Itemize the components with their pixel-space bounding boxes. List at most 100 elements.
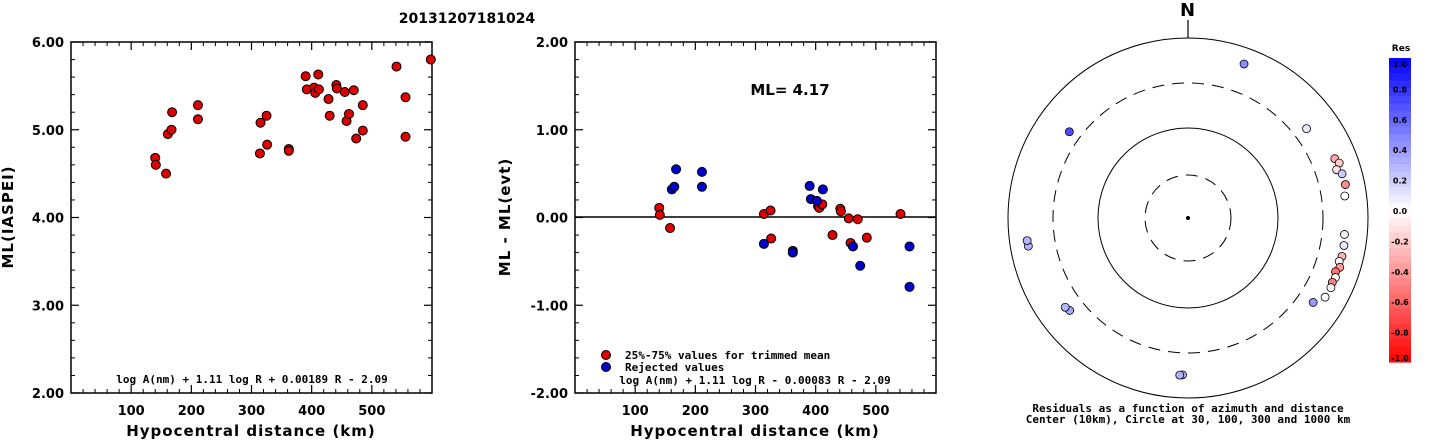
data-point xyxy=(254,148,265,159)
colorbar-cell xyxy=(1389,194,1411,203)
data-point xyxy=(758,238,769,249)
data-point xyxy=(852,214,863,225)
data-point xyxy=(261,110,272,121)
data-point xyxy=(262,139,273,150)
legend-label-trimmed: 25%-75% values for trimmed mean xyxy=(625,349,830,362)
colorbar-tick-label: -0.8 xyxy=(1391,329,1409,338)
colorbar-cell xyxy=(1389,331,1411,340)
data-point xyxy=(766,233,777,244)
colorbar-tick-label: -1.0 xyxy=(1391,354,1409,363)
x-tick-label: 300 xyxy=(742,404,769,419)
station-point xyxy=(1337,169,1347,179)
y-tick-label: 1.00 xyxy=(536,124,568,139)
data-point xyxy=(167,107,178,118)
plot-frame xyxy=(70,41,433,394)
data-points xyxy=(654,164,915,292)
colorbar-cell xyxy=(1389,149,1411,158)
colorbar-cell xyxy=(1389,346,1411,355)
station-point xyxy=(1340,191,1350,201)
colorbar-cell xyxy=(1389,118,1411,127)
data-point xyxy=(665,223,676,234)
colorbar-cell xyxy=(1389,286,1411,295)
residual-panel: 100 200 300 400 500 -2.00 -1.00 0.00 1.00 2.00 ML… xyxy=(496,36,937,440)
station-point xyxy=(1022,236,1032,246)
legend-marker-trimmed xyxy=(601,350,611,360)
colorbar-tick-label: 0.4 xyxy=(1393,146,1408,155)
data-point xyxy=(696,166,707,177)
x-tick-label: 200 xyxy=(178,404,205,419)
colorbar-tick-label: 0.0 xyxy=(1393,207,1408,216)
colorbar-cell xyxy=(1389,111,1411,120)
colorbar-cell xyxy=(1389,164,1411,173)
data-point xyxy=(255,117,266,128)
colorbar-cell xyxy=(1389,65,1411,74)
colorbar-cell xyxy=(1389,217,1411,226)
axis-ticks: 100 200 300 400 500 -2.00 -1.00 0.00 1.00 2.00 xyxy=(531,36,936,419)
data-point xyxy=(192,100,203,111)
colorbar-cell xyxy=(1389,263,1411,272)
colorbar-cell xyxy=(1389,255,1411,264)
data-point xyxy=(895,208,906,219)
colorbar-cell xyxy=(1389,278,1411,287)
data-point xyxy=(765,205,776,216)
station-point xyxy=(1239,59,1249,69)
data-point xyxy=(300,71,311,82)
colorbar-title: Res xyxy=(1392,44,1410,54)
data-point xyxy=(357,100,368,111)
ring-300km xyxy=(1052,82,1324,354)
colorbar-cell xyxy=(1389,240,1411,249)
data-point xyxy=(313,69,324,80)
colorbar-cell xyxy=(1389,179,1411,188)
data-point xyxy=(904,241,915,252)
colorbar-tick-label: 1.0 xyxy=(1393,60,1408,69)
colorbar-cell xyxy=(1389,126,1411,135)
data-point xyxy=(324,110,335,121)
y-axis-label: ML - ML(evt) xyxy=(496,158,514,276)
y-tick-label: 2.00 xyxy=(536,36,568,51)
colorbar-cell xyxy=(1389,141,1411,150)
caption-line-2: Center (10km), Circle at 30, 100, 300 an… xyxy=(1026,413,1351,426)
data-point xyxy=(861,232,872,243)
y-tick-label: -1.00 xyxy=(531,299,568,314)
data-point xyxy=(811,195,822,206)
colorbar-tick-label: 0.2 xyxy=(1393,177,1407,186)
data-point xyxy=(357,125,368,136)
colorbar-cell xyxy=(1389,270,1411,279)
data-point xyxy=(166,124,177,135)
y-tick-label: 2.00 xyxy=(32,387,64,402)
y-tick-label: 4.00 xyxy=(32,212,64,227)
station-point xyxy=(1340,230,1349,239)
colorbar-cell xyxy=(1389,96,1411,105)
data-points xyxy=(150,54,436,179)
colorbar-cell xyxy=(1389,172,1411,181)
station-point xyxy=(1339,241,1349,250)
x-tick-label: 300 xyxy=(238,404,265,419)
x-tick-label: 200 xyxy=(682,404,709,419)
colorbar-cells xyxy=(1389,58,1411,363)
colorbar-cell xyxy=(1389,324,1411,333)
azimuth-panel: N Residuals as a function of azimuth and… xyxy=(1007,0,1369,426)
data-point xyxy=(855,260,866,271)
colorbar-cell xyxy=(1389,202,1411,211)
data-point xyxy=(283,145,294,156)
data-point xyxy=(192,114,203,125)
data-point xyxy=(351,133,362,144)
data-point xyxy=(425,54,436,65)
data-point xyxy=(339,87,350,98)
station-points xyxy=(1022,59,1350,380)
x-tick-label: 500 xyxy=(862,404,889,419)
formula-annotation: log A(nm) + 1.11 log R + 0.00189 R - 2.0… xyxy=(116,373,388,386)
colorbar-cell xyxy=(1389,339,1411,348)
data-point xyxy=(843,213,854,224)
data-point xyxy=(817,184,828,195)
formula-annotation: log A(nm) + 1.11 log R - 0.00083 R - 2.0… xyxy=(619,374,891,387)
colorbar-tick-label: -0.4 xyxy=(1391,268,1409,277)
x-axis-label: Hypocentral distance (km) xyxy=(630,422,880,440)
ml-iaspei-panel: 100 200 300 400 500 2.00 3.00 4.00 5.00 6.00 ML(I… xyxy=(0,36,436,440)
station-point xyxy=(1340,180,1350,189)
colorbar-cell xyxy=(1389,308,1411,317)
colorbar-cell xyxy=(1389,58,1411,67)
data-point xyxy=(847,241,858,252)
colorbar-cell xyxy=(1389,316,1411,325)
